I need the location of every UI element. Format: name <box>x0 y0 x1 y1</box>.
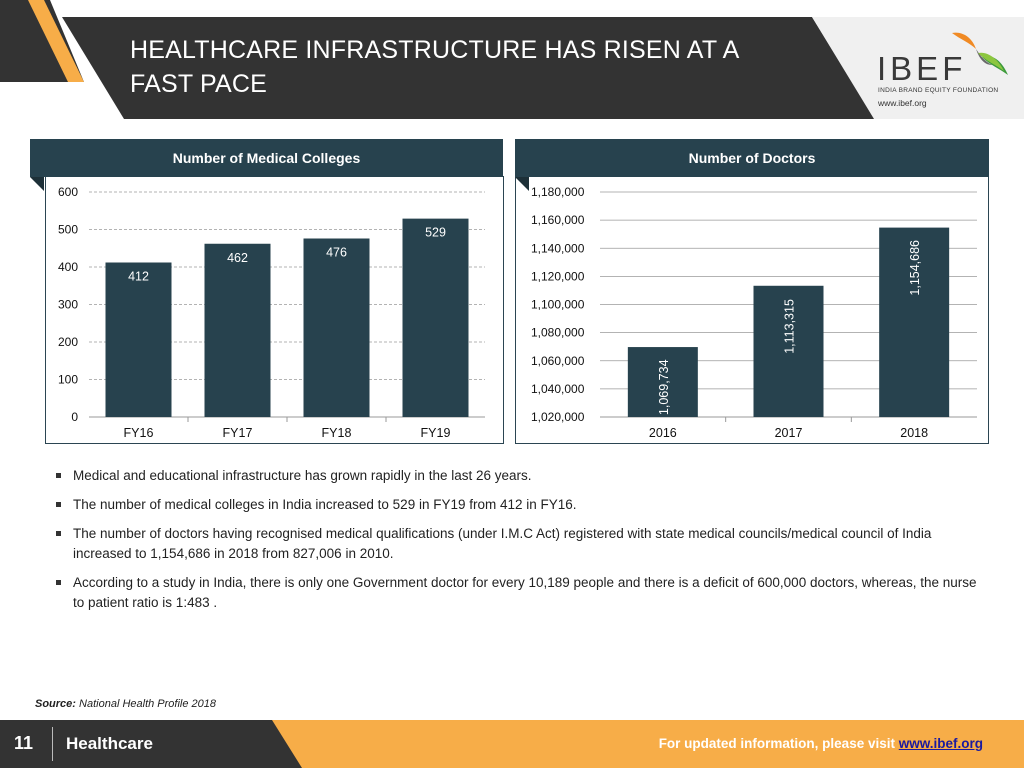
logo-wordmark: IBEF <box>877 50 967 87</box>
footer-divider <box>52 727 53 761</box>
data-label: 1,069,734 <box>657 359 671 415</box>
footer-section-name: Healthcare <box>66 734 153 753</box>
x-tick-label: FY17 <box>223 426 253 440</box>
bar <box>879 227 950 417</box>
footer-cta-text: For updated information, please visit <box>658 736 895 751</box>
y-tick-label: 1,120,000 <box>531 269 585 283</box>
footer-section-band <box>0 720 302 768</box>
bullet-item: Medical and educational infrastructure h… <box>56 466 986 486</box>
data-label: 412 <box>128 270 149 284</box>
y-tick-label: 1,080,000 <box>531 326 585 340</box>
data-label: 1,154,686 <box>908 240 922 296</box>
medical-colleges-chart: 0 100 200 300 400 500 600 FY16 412 FY17 462 FY18 476… <box>58 185 485 440</box>
y-tick-label: 1,100,000 <box>531 298 585 312</box>
y-tick-label: 1,140,000 <box>531 241 585 255</box>
y-tick-label: 200 <box>58 335 78 349</box>
data-label: 462 <box>227 251 248 265</box>
bullet-item: According to a study in India, there is … <box>56 573 986 613</box>
y-tick-label: 400 <box>58 260 78 274</box>
footer-link[interactable]: www.ibef.org <box>898 736 983 751</box>
y-tick-label: 1,020,000 <box>531 410 585 424</box>
y-tick-label: 100 <box>58 373 78 387</box>
y-tick-label: 1,040,000 <box>531 382 585 396</box>
logo-subtitle: INDIA BRAND EQUITY FOUNDATION <box>878 87 999 94</box>
header-band <box>62 17 875 119</box>
bullet-item: The number of doctors having recognised … <box>56 524 986 564</box>
source-label: Source: <box>35 698 76 710</box>
y-tick-label: 600 <box>58 185 78 199</box>
y-tick-label: 500 <box>58 223 78 237</box>
page-title: HEALTHCARE INFRASTRUCTURE HAS RISEN AT A… <box>130 36 739 98</box>
data-label: 1,113,315 <box>783 299 797 354</box>
bar <box>204 243 271 417</box>
footer-cta: For updated information, please visit ww… <box>659 736 983 751</box>
bar <box>627 347 698 417</box>
y-tick-label: 300 <box>58 298 78 312</box>
y-tick-label: 1,180,000 <box>531 185 585 199</box>
page-number: 11 <box>14 733 34 753</box>
logo-url[interactable]: www.ibef.org <box>878 98 927 108</box>
source-note: Source: National Health Profile 2018 <box>35 698 216 710</box>
bar <box>402 218 469 417</box>
header-corner-decoration <box>0 0 84 82</box>
x-tick-label: FY16 <box>124 426 154 440</box>
x-tick-label: FY19 <box>421 426 451 440</box>
source-text: National Health Profile 2018 <box>79 698 217 710</box>
x-tick-label: 2017 <box>775 426 803 440</box>
data-label: 476 <box>326 246 347 260</box>
medical-colleges-chart-title: Number of Medical Colleges <box>30 139 503 177</box>
x-tick-label: FY18 <box>322 426 352 440</box>
bar <box>105 262 172 417</box>
y-tick-label: 0 <box>71 410 78 424</box>
data-label: 529 <box>425 226 446 240</box>
x-tick-label: 2016 <box>649 426 677 440</box>
bar <box>753 285 824 417</box>
bullet-item: The number of medical colleges in India … <box>56 495 986 515</box>
doctors-chart: 1,020,000 1,040,000 1,060,000 1,080,000 1,10… <box>531 185 977 440</box>
key-points-list: Medical and educational infrastructure h… <box>56 466 986 622</box>
bird-logo-icon <box>952 32 1008 75</box>
doctors-chart-title: Number of Doctors <box>515 139 989 177</box>
chart-title-notch <box>30 177 44 191</box>
x-tick-label: 2018 <box>900 426 928 440</box>
bar <box>303 238 370 417</box>
y-tick-label: 1,160,000 <box>531 213 585 227</box>
y-tick-label: 1,060,000 <box>531 354 585 368</box>
